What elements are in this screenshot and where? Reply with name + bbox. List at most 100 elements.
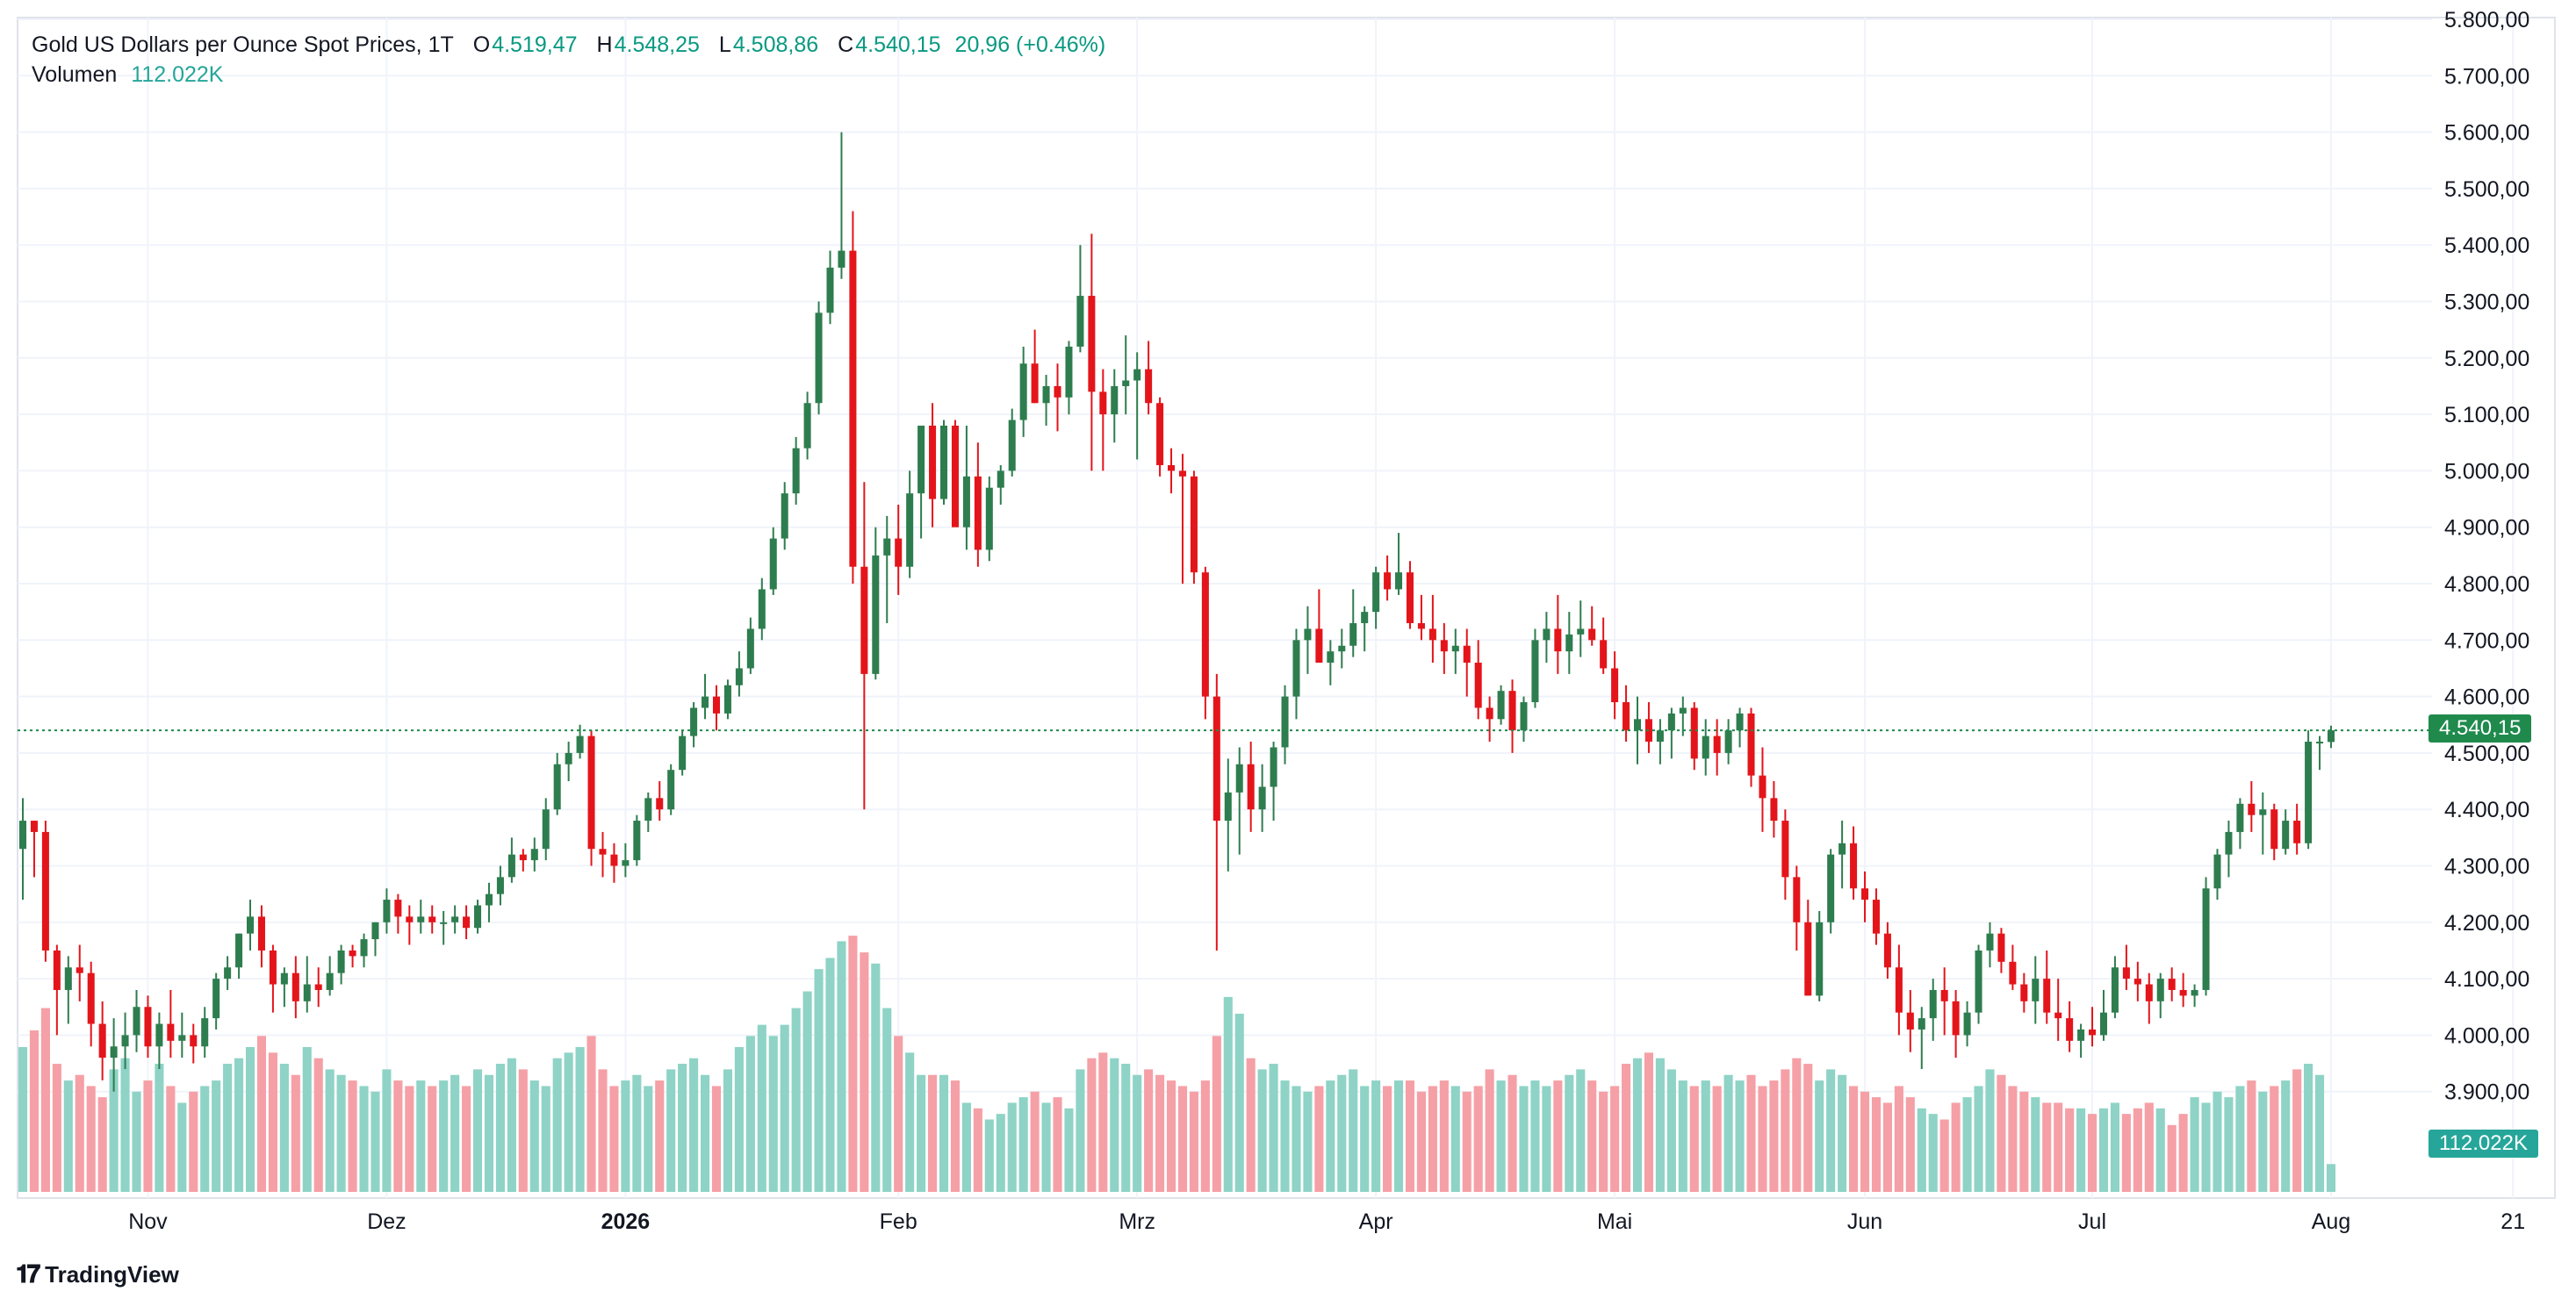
volume-bar: [1644, 1052, 1654, 1192]
chart-grid: [17, 17, 2556, 1199]
candle-body: [1292, 640, 1300, 697]
volume-bar: [1121, 1064, 1131, 1192]
volume-bar: [462, 1086, 471, 1192]
candle-body: [1235, 764, 1243, 793]
volume-bar: [1314, 1086, 1324, 1192]
candle-body: [2066, 1018, 2074, 1041]
volume-value: 112.022K: [131, 62, 224, 87]
volume-bar: [2247, 1080, 2256, 1192]
candle-body: [1611, 668, 1619, 703]
candle-body: [1372, 572, 1380, 613]
tradingview-logo-icon: 𝟏𝟕: [16, 1260, 40, 1288]
time-tick-label: Dez: [367, 1209, 406, 1234]
volume-bar: [1064, 1108, 1074, 1192]
candle-body: [2009, 961, 2017, 985]
candle-body: [599, 849, 607, 855]
volume-bar: [1076, 1069, 1085, 1192]
volume-label[interactable]: Volumen: [32, 62, 118, 87]
candle-body: [1554, 628, 1562, 652]
volume-bar: [768, 1036, 778, 1192]
tradingview-logo[interactable]: 𝟏𝟕 TradingView: [16, 1260, 179, 1289]
candle-body: [1486, 707, 1493, 720]
volume-bar: [2235, 1086, 2245, 1192]
volume-bar: [1815, 1080, 1824, 1192]
candle-body: [1008, 420, 1016, 471]
volume-bar: [1860, 1091, 1870, 1192]
volume-bar: [1769, 1080, 1779, 1192]
volume-bar: [1701, 1080, 1710, 1192]
candle-body: [190, 1035, 198, 1047]
volume-bar: [848, 936, 858, 1192]
price-tick-label: 4.900,00: [2444, 516, 2529, 541]
volume-bar: [428, 1086, 437, 1192]
close-label: C: [838, 32, 854, 57]
volume-bar: [1496, 1080, 1506, 1192]
volume-bar: [1223, 996, 1233, 1192]
volume-bar: [1110, 1058, 1119, 1192]
symbol-title[interactable]: Gold US Dollars per Ounce Spot Prices, 1…: [32, 32, 454, 57]
low-value: 4.508,86: [732, 32, 819, 57]
volume-bar: [1200, 1080, 1210, 1192]
candle-body: [1770, 798, 1778, 822]
price-tick-label: 4.800,00: [2444, 572, 2529, 597]
volume-bar: [2224, 1097, 2234, 1192]
candle-body: [2032, 979, 2040, 1001]
candle-body: [974, 476, 982, 550]
candle-body: [2191, 989, 2198, 996]
candle-body: [610, 854, 618, 866]
candle-body: [1963, 1012, 1971, 1036]
volume-bar: [1371, 1080, 1381, 1192]
candle-body: [2179, 989, 2187, 996]
price-tick-label: 5.000,00: [2444, 459, 2529, 484]
candle-body: [542, 809, 550, 850]
volume-bar: [2087, 1114, 2097, 1192]
ohlc-row: Gold US Dollars per Ounce Spot Prices, 1…: [32, 30, 1105, 60]
candle-body: [2282, 821, 2290, 850]
volume-bar: [256, 1036, 267, 1192]
candle-body: [383, 900, 391, 922]
close-value: 4.540,15: [855, 32, 941, 57]
candle-body: [1133, 369, 1141, 381]
candle-body: [121, 1035, 129, 1047]
candle-body: [792, 448, 800, 494]
candle-body: [1099, 391, 1107, 415]
volume-bar: [1212, 1036, 1221, 1192]
volume-bar: [1269, 1064, 1278, 1192]
candle-body: [1201, 572, 1209, 697]
volume-bar: [745, 1036, 755, 1192]
volume-bar: [1416, 1091, 1426, 1192]
price-axis[interactable]: 3.900,00 4.000,00 4.100,00 4.200,00 4.300,00…: [2444, 8, 2529, 1105]
price-tick-label: 3.900,00: [2444, 1080, 2529, 1105]
candle-body: [1565, 634, 1573, 652]
candle-body: [1168, 464, 1176, 471]
volume-bar: [405, 1086, 414, 1192]
time-tick-label: 2026: [601, 1209, 651, 1234]
volume-bar: [2042, 1102, 2052, 1192]
time-axis[interactable]: Nov Dez 2026 Feb Mrz Apr Mai Jun Jul Aug 21: [128, 1209, 2525, 1234]
low-label: L: [718, 32, 731, 57]
candle-body: [2099, 1012, 2107, 1036]
candle-body: [1315, 628, 1323, 664]
candle-body: [1178, 470, 1186, 477]
candle-body: [269, 950, 277, 985]
candle-body: [1145, 369, 1153, 404]
volume-bar: [2190, 1097, 2199, 1192]
volume-bar: [1542, 1086, 1551, 1192]
volume-bar: [1599, 1091, 1608, 1192]
time-tick-label: Apr: [1359, 1209, 1393, 1234]
candle-body: [235, 933, 243, 968]
candle-body: [1724, 730, 1732, 753]
volume-bar: [2201, 1102, 2211, 1192]
candle-body: [906, 493, 914, 567]
volume-bar: [2133, 1108, 2142, 1192]
candle-body: [735, 668, 743, 685]
price-tick-label: 4.700,00: [2444, 628, 2529, 653]
volume-bar: [200, 1086, 210, 1192]
candle-body: [803, 403, 811, 448]
candle-body: [428, 916, 436, 922]
candle-body: [1918, 1018, 1925, 1030]
candle-body: [656, 798, 664, 810]
candle-body: [507, 854, 515, 878]
volume-bar: [2326, 1164, 2336, 1192]
